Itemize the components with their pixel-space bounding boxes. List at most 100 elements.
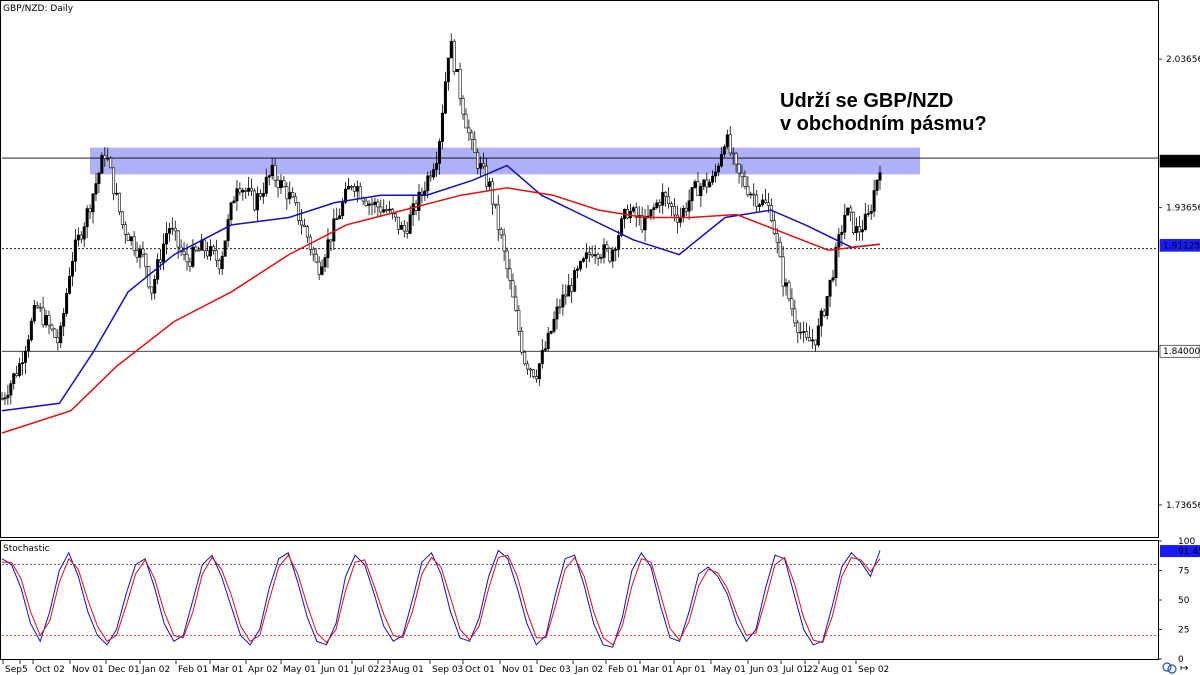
candle — [573, 267, 577, 293]
time-tick-label: Nov 01 — [502, 665, 534, 675]
candle-body — [452, 40, 456, 72]
candle — [766, 192, 770, 213]
candle — [12, 372, 16, 390]
candle — [282, 175, 286, 188]
annotation-line-2: v obchodním pásmu? — [780, 113, 987, 135]
stochastic-signal-line — [2, 554, 881, 646]
annotation-line-1: Udrží se GBP/NZD — [780, 90, 953, 112]
candle — [302, 218, 306, 228]
candle-body — [376, 201, 380, 208]
sync-icon[interactable] — [1162, 662, 1177, 674]
candle-body — [576, 268, 580, 271]
candle — [208, 239, 212, 261]
candle-body — [531, 369, 535, 377]
candle-body — [684, 207, 688, 212]
candle-body — [602, 244, 606, 258]
candle — [728, 126, 732, 157]
candle — [261, 182, 265, 204]
candle — [490, 178, 494, 216]
resistance-zone — [90, 147, 920, 175]
candle-body — [226, 219, 230, 242]
candle-body — [26, 339, 30, 352]
candle — [123, 221, 127, 244]
candle — [617, 230, 621, 258]
candle — [749, 191, 753, 199]
candle — [493, 203, 497, 209]
candle — [734, 151, 738, 173]
candle — [311, 246, 315, 262]
candle — [349, 184, 353, 191]
time-tick-label: Aug 01 — [392, 665, 424, 675]
candle-body — [784, 282, 788, 287]
candle-body — [255, 193, 259, 211]
candle-body — [722, 146, 726, 155]
candle — [664, 190, 668, 207]
scroll-arrow-icon[interactable]: ↦ — [1180, 663, 1188, 674]
candle-body — [490, 181, 494, 205]
candle — [784, 278, 788, 296]
candle — [440, 104, 444, 150]
candle-body — [115, 192, 119, 195]
resistance-zone-layer — [90, 147, 920, 175]
candle — [443, 71, 447, 115]
candle-body — [523, 351, 527, 365]
main-plot-frame[interactable] — [0, 0, 1159, 538]
candle — [546, 326, 550, 352]
candle-body — [408, 214, 412, 234]
candle — [82, 222, 86, 248]
candle-body — [223, 240, 227, 257]
candle — [611, 246, 615, 269]
candle-body — [126, 233, 130, 242]
candle-body — [502, 234, 506, 252]
candle — [109, 156, 113, 169]
candle — [432, 163, 436, 180]
candle-body — [311, 248, 315, 255]
candle — [667, 187, 671, 209]
candle-body — [159, 259, 163, 263]
time-tick-label: Jan 02 — [141, 665, 170, 675]
candle-body — [173, 227, 177, 232]
candle-body — [35, 305, 39, 308]
candle-body — [711, 175, 715, 183]
candle — [138, 244, 142, 269]
candle-body — [341, 202, 345, 217]
candle-body — [379, 206, 383, 213]
candle-body — [564, 294, 568, 297]
time-tick-label: Jan 02 — [574, 665, 603, 675]
candle-body — [197, 249, 201, 252]
candle-body — [590, 253, 594, 257]
candle — [581, 256, 585, 263]
candle-body — [21, 362, 25, 364]
candle — [526, 360, 530, 375]
candle-body — [840, 231, 844, 235]
candle-body — [62, 313, 66, 327]
candle-body — [517, 310, 521, 332]
candle-body — [367, 203, 371, 206]
candle-body — [238, 188, 242, 193]
candle-body — [141, 248, 145, 255]
candle — [126, 232, 130, 242]
candle-body — [537, 363, 541, 380]
candle-body — [435, 163, 439, 170]
candle — [238, 182, 242, 196]
candle — [805, 322, 809, 341]
candles-layer — [0, 33, 882, 405]
candle-body — [584, 252, 588, 259]
candle — [97, 171, 101, 194]
candle — [872, 179, 876, 217]
candle — [775, 227, 779, 254]
candle-body — [643, 216, 647, 231]
candle-body — [332, 218, 336, 242]
candle-body — [458, 69, 462, 99]
candle-body — [872, 190, 876, 212]
candle — [561, 284, 565, 316]
candle — [722, 144, 726, 158]
candle — [35, 301, 39, 309]
candle — [813, 339, 817, 352]
candle — [587, 246, 591, 263]
candle — [778, 237, 782, 258]
candle — [467, 119, 471, 142]
candle — [514, 285, 518, 312]
stochastic-tick-label: 50 — [1178, 596, 1190, 606]
